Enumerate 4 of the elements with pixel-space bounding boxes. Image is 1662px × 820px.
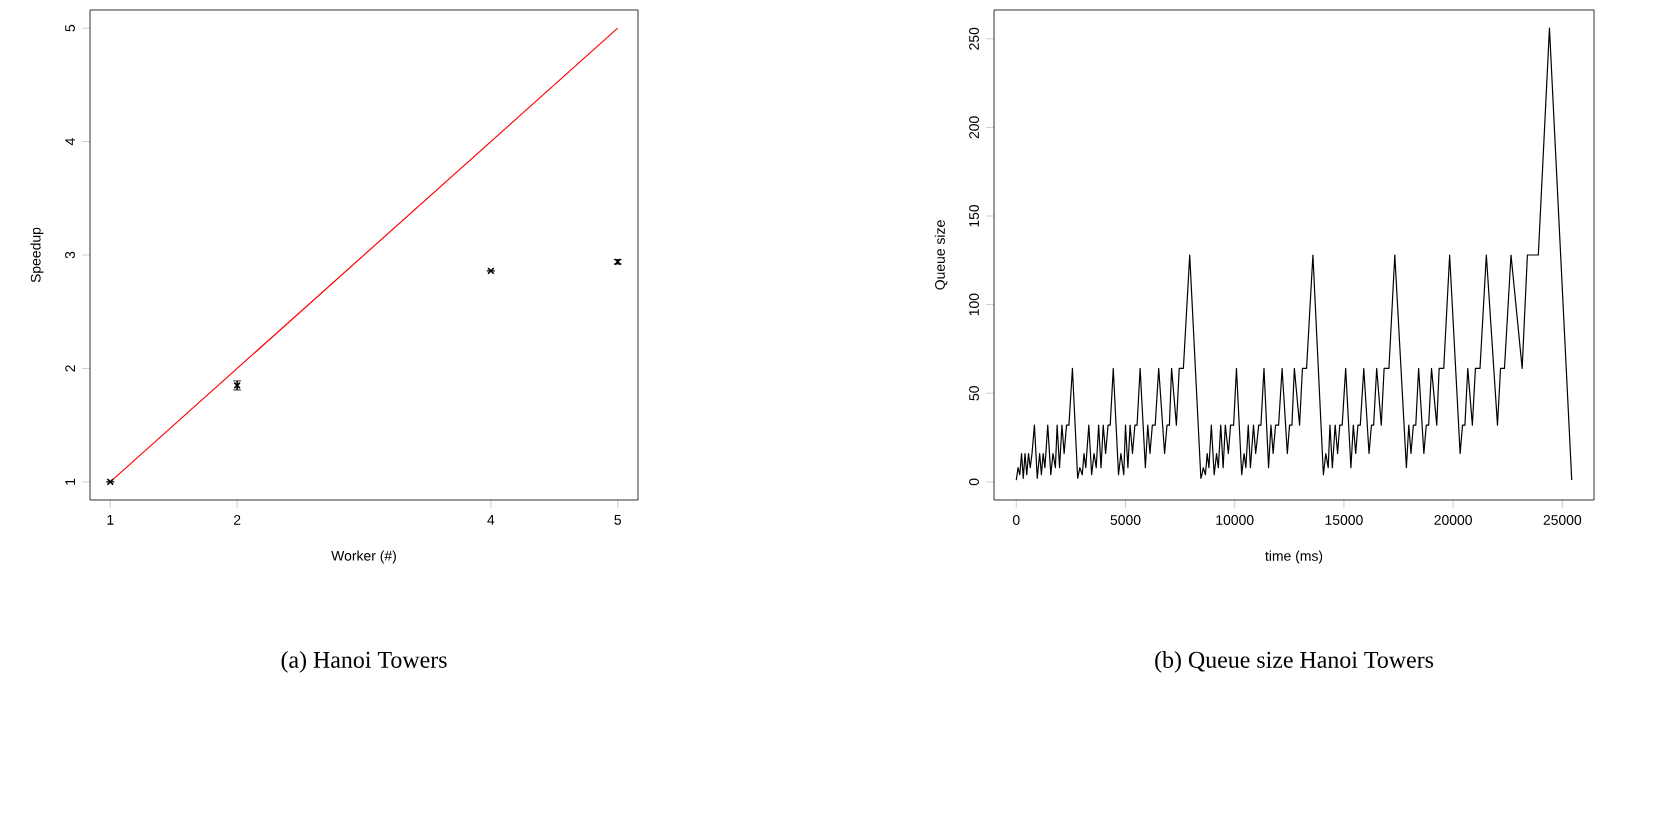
point	[487, 267, 495, 275]
text: (a) Hanoi Towers	[281, 651, 447, 673]
text: (b) Queue size Hanoi Towers	[1155, 651, 1434, 673]
line-series	[1015, 27, 1573, 481]
